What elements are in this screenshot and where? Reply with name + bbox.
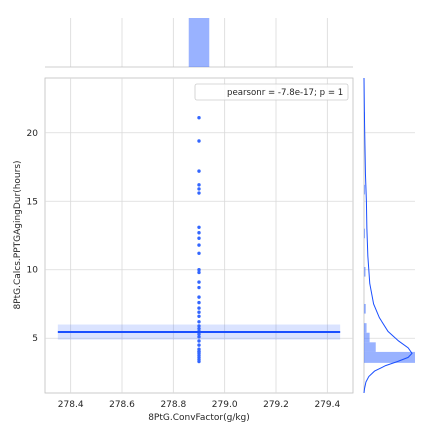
x-tick-label: 278.6 xyxy=(109,400,135,410)
x-tick-label: 279.0 xyxy=(212,400,238,410)
right-marginal-bar xyxy=(364,267,366,277)
scatter-point xyxy=(197,187,201,191)
main-gridlines xyxy=(45,78,353,393)
scatter-point xyxy=(197,270,201,275)
x-tick-label: 278.4 xyxy=(58,400,84,410)
right-marginal-grid xyxy=(364,132,415,339)
scatter-point xyxy=(197,306,201,310)
top-marginal-bars xyxy=(188,18,210,67)
scatter-point xyxy=(197,183,201,187)
scatter-point xyxy=(197,236,201,240)
scatter-point xyxy=(197,343,201,347)
scatter-point xyxy=(197,139,201,143)
scatter-point xyxy=(197,116,201,120)
scatter-point xyxy=(197,314,201,319)
right-marginal-kde-curve xyxy=(363,77,413,394)
scatter-point xyxy=(197,324,201,328)
x-tick-labels: 278.4 278.6 278.8 279.0 279.2 279.4 xyxy=(58,400,341,410)
y-tick-labels: 5 10 15 20 xyxy=(27,129,39,344)
legend-text: pearsonr = -7.8e-17; p = 1 xyxy=(227,88,343,98)
x-tick-label: 279.4 xyxy=(314,400,340,410)
scatter-point xyxy=(197,280,201,284)
top-marginal-grid xyxy=(70,18,328,67)
y-tick-label: 5 xyxy=(32,334,38,344)
scatter-point xyxy=(197,350,201,354)
y-tick-label: 15 xyxy=(27,197,38,207)
scatter-point xyxy=(197,310,201,314)
scatter-point xyxy=(197,225,201,229)
legend: pearsonr = -7.8e-17; p = 1 xyxy=(194,83,349,101)
top-marginal-plot xyxy=(45,18,353,68)
joint-main-plot: 278.4 278.6 278.8 279.0 279.2 279.4 5 10 15 20 p… xyxy=(13,77,354,423)
scatter-point xyxy=(197,169,201,173)
scatter-point xyxy=(197,231,201,235)
scatter-point xyxy=(197,243,201,247)
scatter-point xyxy=(197,295,201,299)
right-marginal-bar xyxy=(364,303,366,314)
scatter-point xyxy=(197,339,201,343)
right-marginal-bar xyxy=(364,184,366,195)
scatter-point xyxy=(197,191,201,195)
right-marginal-plot xyxy=(363,77,415,394)
scatter-point xyxy=(197,251,201,256)
scatter-point xyxy=(197,335,201,339)
right-marginal-bar xyxy=(364,332,370,343)
scatter-point xyxy=(197,320,201,324)
scatter-point xyxy=(197,347,201,351)
scatter-point xyxy=(197,285,201,290)
legend-box xyxy=(194,83,349,101)
y-tick-label: 10 xyxy=(27,266,39,276)
scatter-point xyxy=(197,332,201,336)
scatter-point xyxy=(197,268,201,272)
right-marginal-bar xyxy=(364,323,367,333)
x-tick-label: 278.8 xyxy=(160,400,186,410)
y-tick-label: 20 xyxy=(27,129,39,139)
x-tick-label: 279.2 xyxy=(263,400,289,410)
right-marginal-bar xyxy=(364,342,376,352)
right-marginal-bar xyxy=(364,228,366,239)
x-axis-label: 8PtG.ConvFactor(g/kg) xyxy=(148,413,250,423)
top-marginal-bar xyxy=(188,18,210,67)
right-marginal-bar xyxy=(364,351,415,363)
scatter-point xyxy=(197,326,201,331)
scatter-point xyxy=(197,300,201,305)
y-axis-label: 8PtG.Calcs.PPTGAgingDur(hours) xyxy=(13,160,23,309)
